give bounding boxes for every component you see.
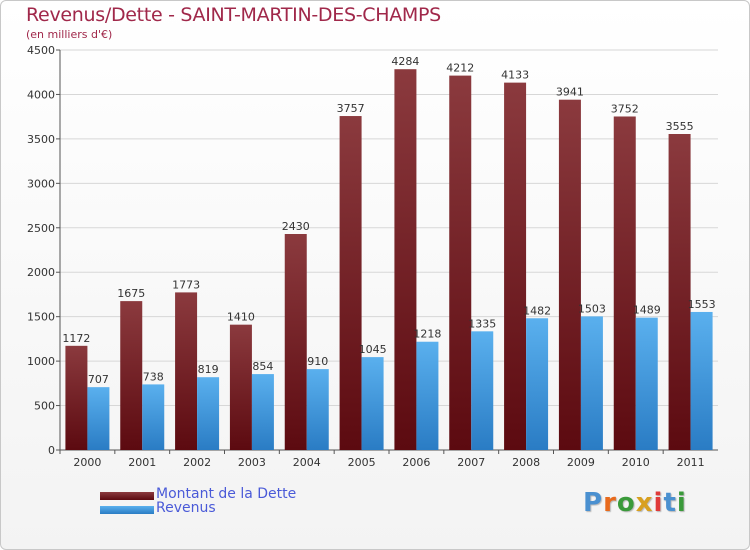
label-dette-2010: 3752 — [611, 102, 639, 115]
chart-subtitle: (en milliers d'€) — [26, 28, 113, 41]
x-tick-label-3: 2003 — [238, 456, 266, 469]
x-tick-label-10: 2010 — [622, 456, 650, 469]
bars — [65, 69, 713, 451]
label-revenus-2003: 854 — [252, 360, 273, 373]
legend-label-dette: Montant de la Dette — [156, 486, 297, 502]
bar-revenus-2001 — [142, 384, 165, 450]
x-tick-label-1: 2001 — [128, 456, 156, 469]
x-tick-label-0: 2000 — [73, 456, 101, 469]
x-tick-label-2: 2002 — [183, 456, 211, 469]
bar-revenus-2011 — [690, 311, 713, 450]
bar-dette-2010 — [613, 116, 636, 450]
label-revenus-2005: 1045 — [359, 343, 387, 356]
bar-revenus-2009 — [580, 316, 603, 450]
x-axis-ticks: 2000 2001 2002 2003 2004 2005 2006 2007 2008 2009… — [59, 450, 705, 469]
y-axis-ticks: 0 500 1000 1500 2000 2500 3000 3500 4000 4500 — [27, 44, 60, 457]
bar-revenus-2010 — [635, 317, 658, 450]
bar-dette-2004 — [284, 234, 307, 450]
label-revenus-2007: 1335 — [468, 317, 496, 330]
x-tick-label-6: 2006 — [402, 456, 430, 469]
bar-dette-2007 — [449, 75, 472, 450]
x-tick-label-7: 2007 — [457, 456, 485, 469]
data-labels: 1172 707 1675 738 1773 819 1410 854 2430 910 3757 1… — [62, 55, 715, 386]
label-dette-2007: 4212 — [446, 62, 474, 75]
y-tick-label-9: 4500 — [27, 44, 55, 57]
label-revenus-2008: 1482 — [523, 304, 551, 317]
y-tick-label-5: 2500 — [27, 222, 55, 235]
y-tick-label-8: 4000 — [27, 88, 55, 101]
bar-dette-2009 — [558, 99, 581, 450]
y-tick-label-7: 3500 — [27, 133, 55, 146]
label-dette-2009: 3941 — [556, 86, 584, 99]
bar-dette-2001 — [120, 301, 143, 450]
x-tick-label-9: 2009 — [567, 456, 595, 469]
proxiti-logo: Proxiti — [583, 488, 687, 518]
label-dette-2003: 1410 — [227, 311, 255, 324]
label-dette-2002: 1773 — [172, 278, 200, 291]
x-tick-label-5: 2005 — [348, 456, 376, 469]
bar-revenus-2000 — [87, 387, 110, 450]
label-revenus-2001: 738 — [143, 370, 164, 383]
legend-swatch-revenus — [100, 506, 154, 514]
bar-dette-2006 — [394, 69, 417, 450]
y-tick-label-0: 0 — [48, 444, 55, 457]
bar-dette-2011 — [668, 134, 691, 450]
bar-dette-2002 — [175, 292, 198, 450]
y-tick-label-1: 500 — [34, 400, 55, 413]
bar-revenus-2007 — [471, 331, 494, 450]
bar-revenus-2002 — [197, 377, 220, 450]
label-dette-2011: 3555 — [666, 120, 694, 133]
y-tick-label-2: 1000 — [27, 355, 55, 368]
label-dette-2008: 4133 — [501, 69, 529, 82]
y-tick-label-6: 3000 — [27, 177, 55, 190]
bar-dette-2005 — [339, 116, 362, 451]
legend-swatch-dette — [100, 492, 154, 500]
bar-revenus-2008 — [526, 318, 549, 450]
legend-label-revenus: Revenus — [156, 500, 216, 516]
label-revenus-2011: 1553 — [688, 298, 716, 311]
label-dette-2006: 4284 — [391, 55, 419, 68]
bar-revenus-2003 — [251, 374, 274, 450]
y-tick-label-4: 2000 — [27, 266, 55, 279]
bar-revenus-2004 — [306, 369, 329, 450]
x-tick-label-8: 2008 — [512, 456, 540, 469]
label-revenus-2009: 1503 — [578, 302, 606, 315]
label-dette-2005: 3757 — [337, 102, 365, 115]
bar-revenus-2005 — [361, 357, 384, 450]
grid — [60, 49, 718, 407]
label-dette-2004: 2430 — [282, 220, 310, 233]
x-tick-label-11: 2011 — [677, 456, 705, 469]
label-dette-2000: 1172 — [62, 332, 90, 345]
y-tick-label-3: 1500 — [27, 311, 55, 324]
bar-dette-2000 — [65, 345, 88, 450]
x-tick-label-4: 2004 — [293, 456, 321, 469]
label-revenus-2002: 819 — [198, 363, 219, 376]
bar-dette-2008 — [504, 82, 527, 450]
label-revenus-2000: 707 — [88, 373, 109, 386]
label-revenus-2010: 1489 — [633, 304, 661, 317]
bar-revenus-2006 — [416, 341, 439, 450]
label-revenus-2004: 910 — [307, 355, 328, 368]
bar-dette-2003 — [229, 324, 252, 450]
label-revenus-2006: 1218 — [413, 328, 441, 341]
chart-title: Revenus/Dette - SAINT-MARTIN-DES-CHAMPS — [26, 4, 441, 26]
label-dette-2001: 1675 — [117, 287, 145, 300]
